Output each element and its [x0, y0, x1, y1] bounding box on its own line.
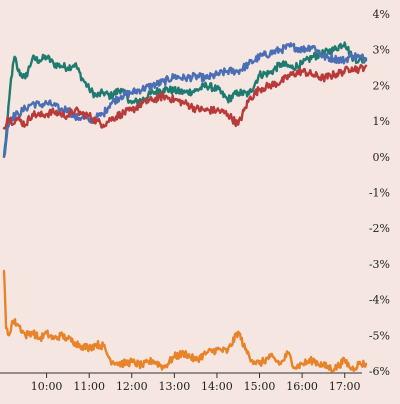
- y-tick-label: 2%: [373, 79, 390, 92]
- x-tick-label: 12:00: [116, 380, 148, 393]
- y-tick-label: 1%: [373, 115, 390, 128]
- series-line-4: [2, 269, 368, 373]
- y-axis: 4% 3% 2% 1% 0% -1% -2% -3% -4% -5% -6%: [369, 8, 390, 378]
- x-tick-label: 11:00: [73, 380, 105, 393]
- y-tick-label: 0%: [373, 151, 390, 164]
- series-line-2: [2, 42, 368, 158]
- y-tick-label: -6%: [369, 365, 390, 378]
- x-tick-label: 17:00: [329, 380, 361, 393]
- x-tick-label: 15:00: [244, 380, 276, 393]
- y-tick-label: 4%: [373, 8, 390, 21]
- series-line-1: [2, 41, 368, 158]
- y-tick-label: -3%: [369, 258, 390, 271]
- y-tick-label: -1%: [369, 187, 390, 200]
- x-axis: 10:00 11:00 12:00 13:00 14:00 15:00 16:00 17:00: [0, 372, 362, 393]
- series-line-3: [2, 64, 368, 130]
- y-tick-label: -2%: [369, 222, 390, 235]
- series-layer: [2, 41, 368, 373]
- x-tick-label: 16:00: [286, 380, 318, 393]
- x-tick-label: 10:00: [31, 380, 63, 393]
- y-tick-label: 3%: [373, 44, 390, 57]
- x-tick-label: 13:00: [159, 380, 191, 393]
- y-tick-label: -5%: [369, 329, 390, 342]
- y-tick-label: -4%: [369, 294, 390, 307]
- x-tick-label: 14:00: [201, 380, 233, 393]
